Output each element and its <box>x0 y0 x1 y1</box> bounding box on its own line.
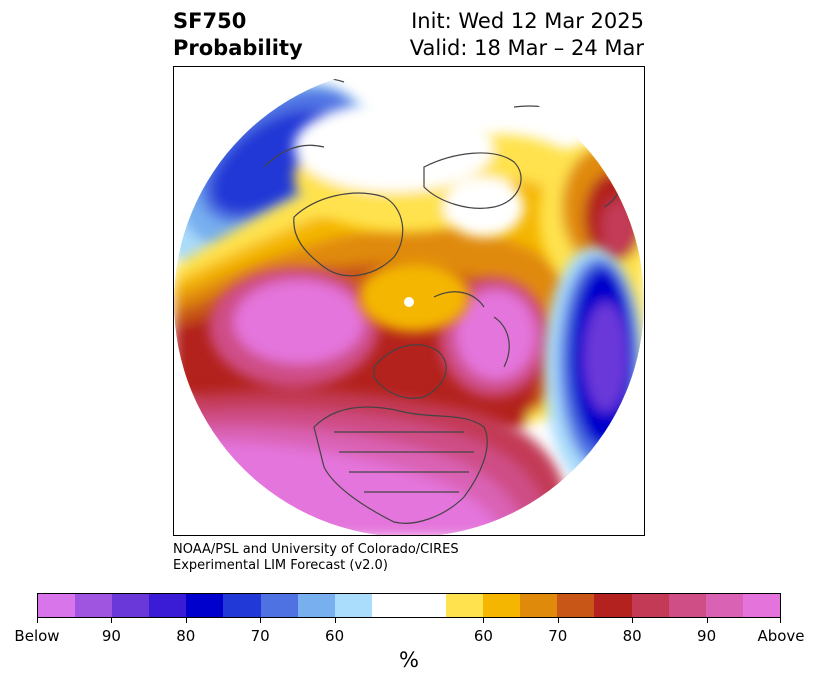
colorbar-tick-mark <box>706 618 708 623</box>
title-probability: Probability <box>173 36 303 60</box>
colorbar-units: % <box>399 648 419 672</box>
probability-colorbar <box>37 593 781 618</box>
colorbar-segment <box>223 594 261 617</box>
colorbar-tick-mark <box>780 618 781 623</box>
colorbar-tick-mark <box>334 618 336 623</box>
colorbar-segment <box>371 594 409 617</box>
north-pole-marker <box>404 297 414 307</box>
colorbar-tick-label: 80 <box>622 627 642 645</box>
colorbar-tick-label: 60 <box>325 627 345 645</box>
colorbar-segment <box>594 594 632 617</box>
colorbar-tick-mark <box>483 618 485 623</box>
colorbar-tick-label: 90 <box>101 627 121 645</box>
credit-line-1: NOAA/PSL and University of Colorado/CIRE… <box>173 542 459 557</box>
colorbar-segment <box>149 594 187 617</box>
colorbar-tick-mark <box>260 618 262 623</box>
valid-range: Valid: 18 Mar – 24 Mar <box>409 36 644 60</box>
eurasia-below-normal <box>544 247 644 487</box>
colorbar-segment <box>334 594 372 617</box>
colorbar-segment <box>631 594 669 617</box>
colorbar-tick-label: Above <box>757 627 805 645</box>
colorbar-segment <box>186 594 224 617</box>
colorbar-segment <box>557 594 595 617</box>
polar-map <box>173 66 645 536</box>
colorbar-tick-mark <box>557 618 559 623</box>
colorbar-segment <box>297 594 335 617</box>
colorbar-tick-label: 80 <box>176 627 196 645</box>
credit-line-2: Experimental LIM Forecast (v2.0) <box>173 558 388 573</box>
init-date: Init: Wed 12 Mar 2025 <box>411 9 644 33</box>
colorbar-tick-mark <box>185 618 187 623</box>
colorbar-tick-label: Below <box>14 627 60 645</box>
colorbar-tick-label: 60 <box>473 627 493 645</box>
date-info: Init: Wed 12 Mar 2025 Valid: 18 Mar – 24… <box>410 8 644 62</box>
colorbar-segment <box>705 594 743 617</box>
map-title: SF750 Probability <box>173 8 303 62</box>
colorbar-segment <box>408 594 447 617</box>
colorbar-segment <box>112 594 150 617</box>
colorbar-segment <box>38 594 76 617</box>
colorbar-segment <box>668 594 706 617</box>
colorbar-segment <box>483 594 521 617</box>
colorbar-tick-label: 70 <box>548 627 568 645</box>
colorbar-segment <box>446 594 484 617</box>
title-variable: SF750 <box>173 9 247 33</box>
colorbar-tick-mark <box>111 618 113 623</box>
probability-field <box>174 67 644 535</box>
colorbar-tick-mark <box>632 618 634 623</box>
colorbar-segment <box>260 594 298 617</box>
arctic-neutral <box>294 102 524 332</box>
colorbar-segment <box>75 594 113 617</box>
colorbar-segment <box>742 594 780 617</box>
colorbar-segment <box>520 594 558 617</box>
colorbar-tick-label: 90 <box>697 627 717 645</box>
colorbar-tick-label: 70 <box>250 627 270 645</box>
source-credit: NOAA/PSL and University of Colorado/CIRE… <box>173 542 459 574</box>
colorbar-tick-mark <box>37 618 38 623</box>
